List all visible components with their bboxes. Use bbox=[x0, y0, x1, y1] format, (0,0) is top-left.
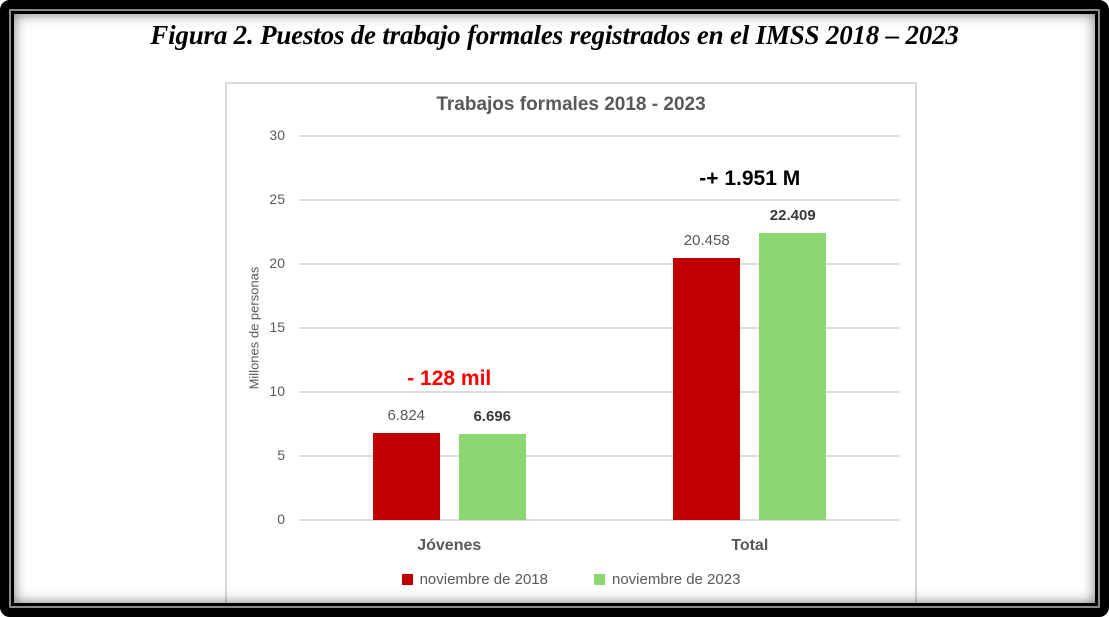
category-label: Jóvenes bbox=[417, 537, 482, 554]
y-tick-label: 25 bbox=[269, 191, 285, 207]
legend-label: noviembre de 2018 bbox=[419, 571, 548, 588]
gridline bbox=[299, 455, 900, 457]
y-tick-label: 10 bbox=[269, 383, 285, 399]
legend-swatch bbox=[594, 574, 605, 585]
bar-total-series1 bbox=[673, 258, 741, 520]
legend-label: noviembre de 2023 bbox=[612, 571, 741, 588]
gridline bbox=[299, 391, 900, 393]
bar-jovenes-series2 bbox=[458, 434, 526, 520]
y-tick-label: 0 bbox=[277, 511, 285, 527]
legend-swatch bbox=[401, 574, 413, 585]
bar-total-series2 bbox=[759, 233, 827, 520]
chart-title: Trabajos formales 2018 - 2023 bbox=[436, 94, 706, 115]
figure-caption: Figura 2. Puestos de trabajo formales re… bbox=[150, 20, 959, 50]
legend-item: noviembre de 2018 bbox=[401, 571, 548, 588]
y-tick-label: 5 bbox=[277, 447, 285, 463]
plot-area: 0 5 10 15 20 25 30 6.824 20.458 6.696 22.409 Jóvene… bbox=[227, 84, 915, 615]
gridline bbox=[299, 263, 900, 265]
annotation: - 128 mil bbox=[407, 366, 492, 390]
bar-value-label: 20.458 bbox=[683, 232, 730, 250]
chart-panel: Trabajos formales 2018 - 2023 Millones d… bbox=[225, 82, 917, 617]
bar-value-label: 6.824 bbox=[387, 406, 426, 424]
annotation: -+ 1.951 M bbox=[699, 167, 801, 191]
bar-value-label: 6.696 bbox=[473, 408, 512, 426]
y-tick-label: 20 bbox=[269, 255, 285, 271]
legend-item: noviembre de 2023 bbox=[594, 571, 740, 588]
gridline bbox=[299, 135, 900, 137]
gridline bbox=[299, 327, 900, 329]
bar-jovenes-series1 bbox=[372, 432, 440, 520]
y-tick-label: 15 bbox=[269, 319, 285, 335]
y-tick-label: 30 bbox=[269, 127, 285, 143]
gridline bbox=[299, 519, 900, 521]
gridline bbox=[299, 199, 900, 201]
category-label: Total bbox=[731, 537, 769, 554]
legend: noviembre de 2018 noviembre de 2023 bbox=[227, 571, 915, 588]
bar-value-label: 22.409 bbox=[769, 207, 816, 225]
